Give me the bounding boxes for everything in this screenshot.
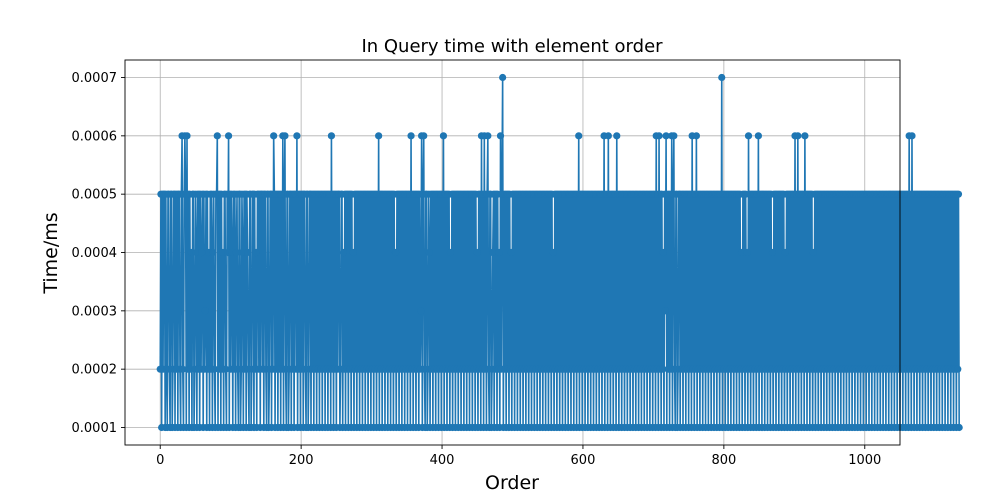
data-point <box>692 132 700 140</box>
data-point <box>243 248 252 257</box>
data-point <box>210 365 219 373</box>
x-axis-label: Order <box>485 472 539 494</box>
data-point <box>659 248 667 257</box>
data-point <box>420 132 428 140</box>
data-point <box>224 132 233 140</box>
y-tick-label: 0.0002 <box>72 363 118 378</box>
data-point <box>425 248 433 257</box>
data-point <box>489 248 497 257</box>
data-point <box>737 248 746 257</box>
data-point <box>499 73 507 82</box>
data-point <box>575 132 583 140</box>
data-point <box>239 248 247 257</box>
data-point <box>201 307 209 315</box>
data-point <box>391 248 400 257</box>
data-point <box>661 307 669 315</box>
y-tick-label: 0.0001 <box>72 421 118 436</box>
x-tick-label: 800 <box>711 453 736 468</box>
data-point <box>192 248 200 257</box>
data-point <box>549 248 557 257</box>
data-point <box>219 248 227 257</box>
data-point <box>670 132 678 140</box>
data-point <box>809 248 817 257</box>
data-point <box>954 190 963 198</box>
data-point <box>179 365 187 373</box>
x-tick-label: 1000 <box>848 453 881 468</box>
data-point <box>446 248 455 257</box>
data-point <box>744 132 753 140</box>
data-point <box>375 132 383 140</box>
data-point <box>954 365 962 373</box>
y-tick-label: 0.0004 <box>72 246 118 261</box>
x-tick-label: 600 <box>571 453 596 468</box>
data-point <box>743 248 751 257</box>
data-point <box>908 132 916 140</box>
data-point <box>281 132 289 140</box>
data-point <box>604 132 612 140</box>
data-point <box>495 248 503 257</box>
data-point <box>339 248 348 257</box>
data-point <box>794 132 802 140</box>
data-point <box>183 132 191 140</box>
x-tick-label: 200 <box>289 453 314 468</box>
data-point <box>801 132 809 140</box>
data-point <box>507 248 515 257</box>
data-point <box>658 365 667 373</box>
y-tick-label: 0.0006 <box>72 129 118 144</box>
y-axis-label: Time/ms <box>40 212 62 294</box>
data-point <box>655 132 663 140</box>
data-point <box>270 132 278 140</box>
data-point <box>496 132 505 140</box>
data-point <box>198 248 206 257</box>
y-tick-label: 0.0007 <box>72 71 118 86</box>
data-point <box>781 248 789 257</box>
data-point <box>484 132 492 140</box>
data-point <box>955 423 963 432</box>
data-point <box>407 132 415 140</box>
chart-title: In Query time with element order <box>361 36 663 57</box>
data-point <box>187 248 195 257</box>
y-tick-label: 0.0003 <box>72 304 118 319</box>
data-point <box>293 132 301 140</box>
data-point <box>439 132 448 140</box>
data-point <box>613 132 621 140</box>
data-point <box>252 248 260 257</box>
data-point <box>754 132 762 140</box>
x-tick-label: 400 <box>430 453 455 468</box>
tick-labels: 0 200 400 600 800 1000 0.0001 0.0002 0.0003 0.000… <box>72 71 882 468</box>
data-point <box>232 248 240 257</box>
data-point <box>718 73 726 82</box>
data-point <box>662 132 670 140</box>
axes <box>121 59 901 449</box>
data-point <box>349 248 357 257</box>
y-tick-label: 0.0005 <box>72 188 118 203</box>
data-point <box>417 307 425 315</box>
x-tick-label: 0 <box>156 453 164 468</box>
data-point <box>768 248 777 257</box>
data-point <box>209 248 217 257</box>
data-point <box>213 132 221 140</box>
data-point <box>222 365 230 373</box>
data-series <box>156 73 963 432</box>
data-point <box>473 248 481 257</box>
data-point <box>327 132 336 140</box>
